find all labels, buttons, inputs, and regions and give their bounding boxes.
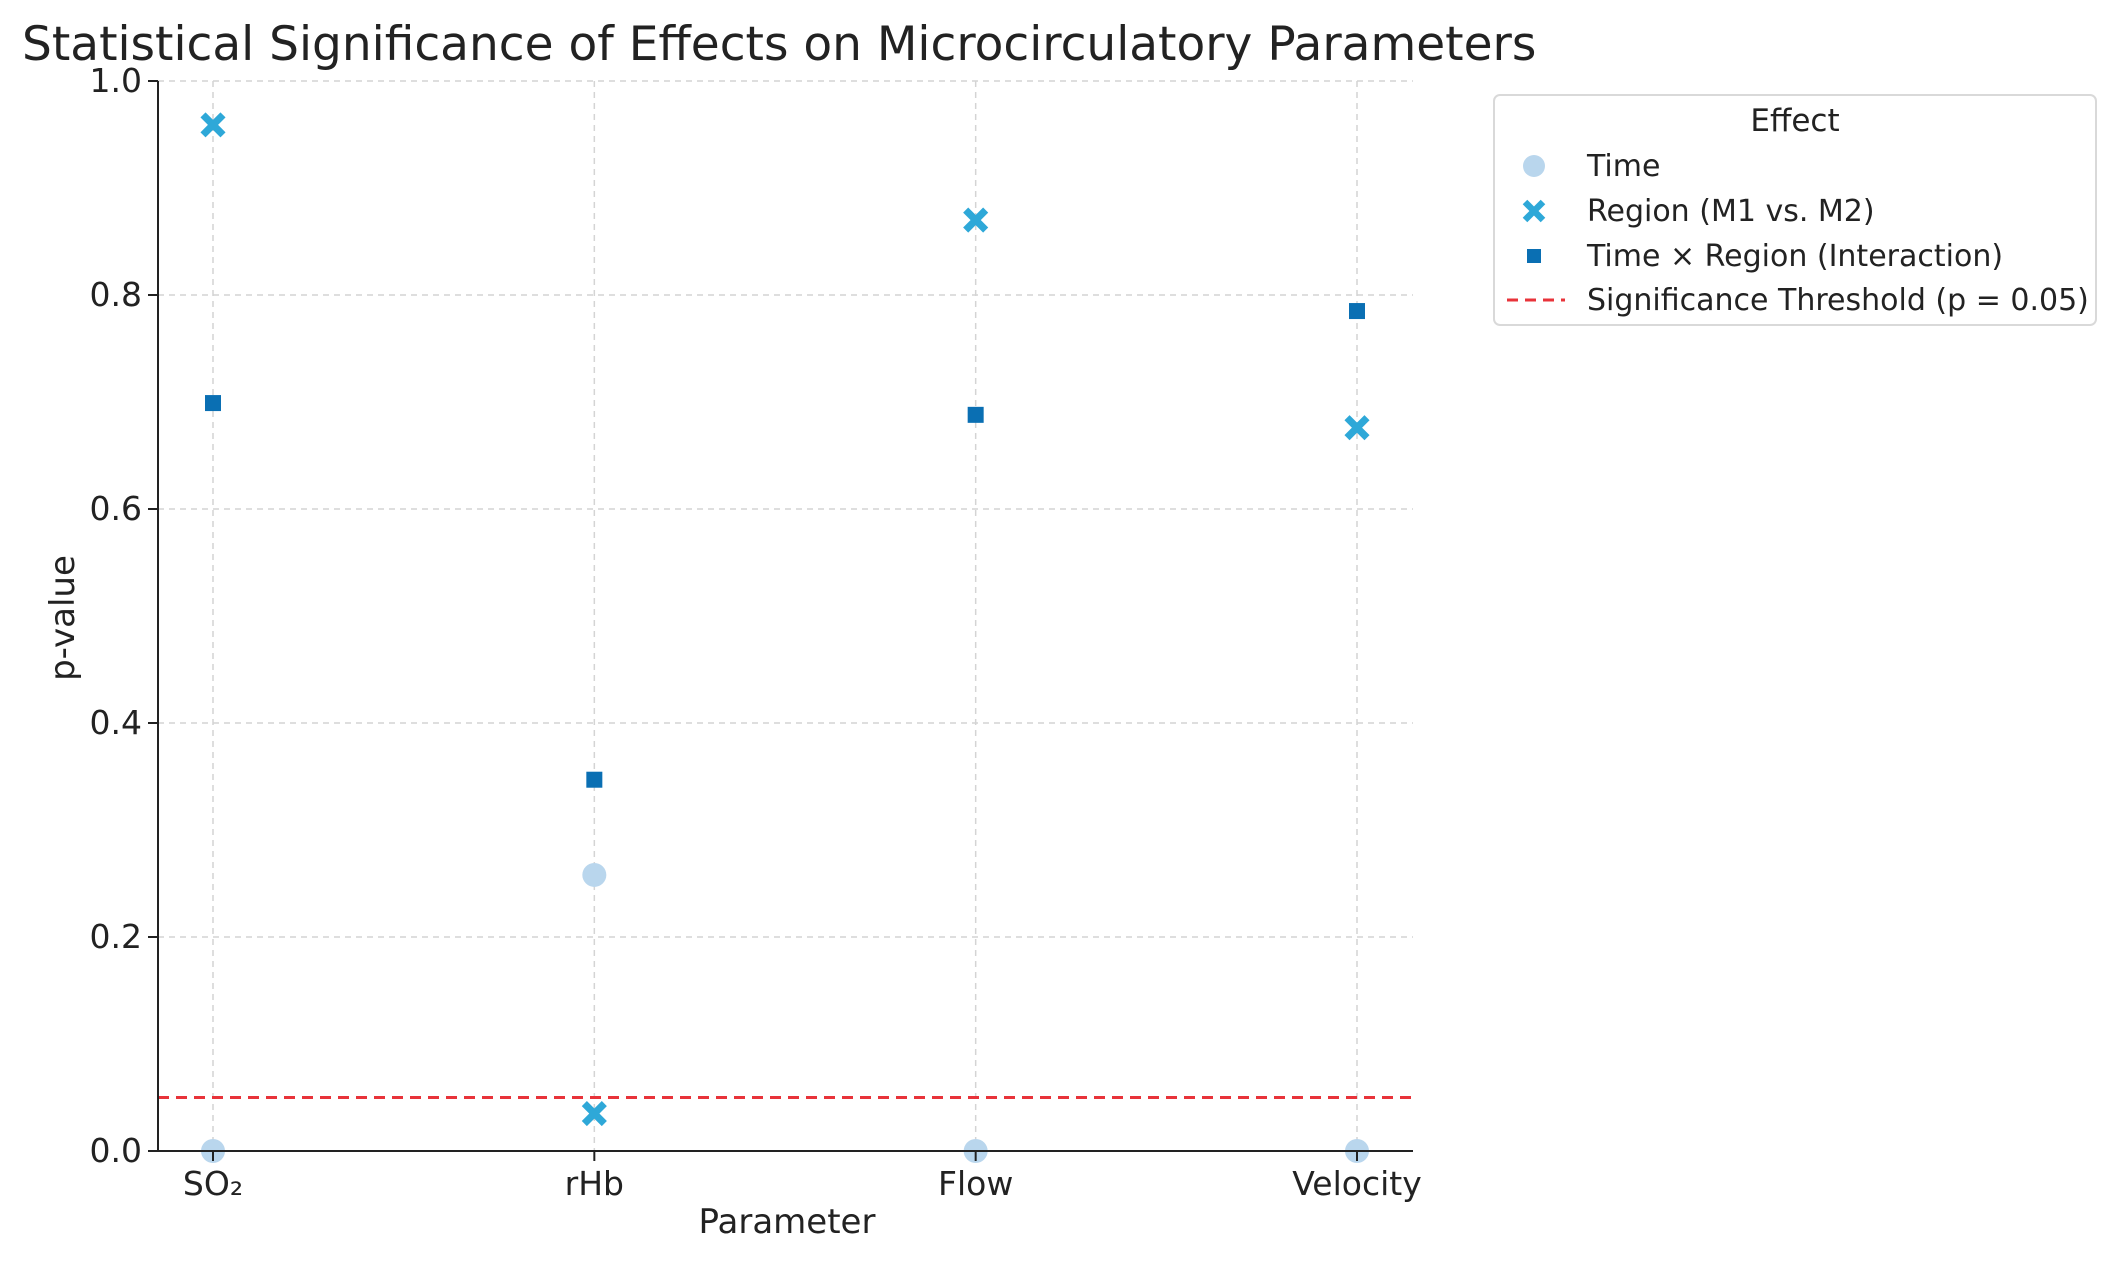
region-point-stroke — [200, 112, 226, 138]
legend-title: Effect — [1750, 103, 1839, 139]
region-point-stroke — [1344, 415, 1370, 441]
points-layer — [200, 112, 1370, 1163]
y-tick-label: 0.0 — [90, 1131, 142, 1170]
region-point — [963, 207, 989, 233]
interaction-point — [586, 771, 603, 788]
y-tick-label: 0.8 — [90, 275, 142, 314]
legend-entry-label: Time — [1586, 149, 1660, 184]
legend: Effect Time Region (M1 vs. M2) Time × Regi… — [1493, 94, 2097, 326]
y-tick-label: 0.2 — [90, 917, 142, 956]
region-point-stroke — [963, 207, 989, 233]
interaction-point — [1349, 303, 1365, 320]
region-point — [200, 112, 226, 138]
x-tick-label: SO₂ — [183, 1164, 243, 1203]
legend-entry-label: Time × Region (Interaction) — [1586, 239, 2003, 274]
x-axis-label: Parameter — [699, 1202, 876, 1242]
region-point — [1344, 415, 1370, 441]
x-tick-label: rHb — [565, 1164, 624, 1203]
interaction-point — [967, 406, 984, 423]
interaction-point — [1527, 249, 1541, 263]
grid-lines — [158, 80, 1413, 1152]
y-tick-label: 0.4 — [90, 703, 142, 742]
y-tick-label: 0.6 — [90, 489, 142, 528]
y-tick-label: 1.0 — [90, 61, 142, 100]
legend-box — [1493, 94, 2097, 326]
time-point — [582, 862, 607, 887]
interaction-point — [205, 395, 221, 412]
axes-layer: 0.0 0.2 0.4 0.6 0.8 1.0 SO₂ rHb Flow Velocity — [90, 61, 1422, 1203]
legend-entry-label: Region (M1 vs. M2) — [1587, 194, 1875, 229]
region-point — [1522, 199, 1546, 223]
y-axis-label: p-value — [43, 555, 83, 681]
region-point-stroke — [1522, 199, 1546, 223]
x-tick-label: Flow — [938, 1164, 1013, 1203]
x-tick-label: Velocity — [1292, 1164, 1421, 1203]
region-point — [581, 1101, 607, 1127]
chart-title: Statistical Significance of Effects on M… — [22, 17, 1536, 72]
time-point — [1523, 155, 1545, 177]
legend-entry-label: Significance Threshold (p = 0.05) — [1587, 283, 2089, 318]
region-point-stroke — [581, 1101, 607, 1127]
